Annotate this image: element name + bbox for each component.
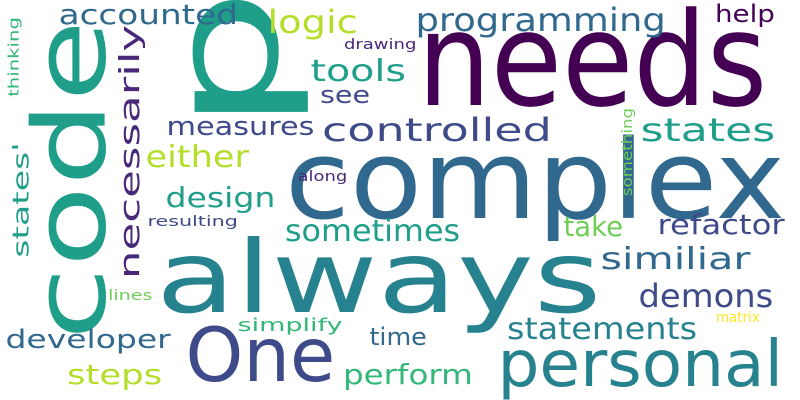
- word-lines: lines: [107, 288, 152, 304]
- word-necessarily: necessarily: [112, 24, 146, 280]
- word-take: take: [562, 210, 623, 243]
- word-controlled: controlled: [322, 111, 552, 149]
- word-sometimes: sometimes: [284, 214, 460, 249]
- word-needs: needs: [416, 0, 767, 136]
- word-design: design: [165, 181, 275, 214]
- word-developer: developer: [5, 325, 171, 355]
- word-matrix: matrix: [715, 310, 760, 326]
- word-logic: logic: [266, 3, 358, 41]
- word-similiar: similiar: [600, 242, 750, 277]
- word-always: always: [155, 219, 601, 336]
- word-perform: perform: [343, 358, 473, 391]
- word-either: either: [145, 140, 249, 175]
- word-along: along: [297, 169, 347, 185]
- word-demons: demons: [638, 277, 774, 315]
- word-time: time: [369, 323, 427, 351]
- word-tools: tools: [310, 54, 406, 89]
- word-thinking: thinking: [5, 17, 22, 97]
- word-simplify: simplify: [237, 315, 343, 336]
- word-accounted: accounted: [58, 0, 238, 31]
- word-one: One: [185, 310, 335, 399]
- word-programming: programming: [414, 1, 666, 39]
- word-help: help: [715, 0, 775, 28]
- word-states-quote: states': [9, 142, 35, 258]
- word-code: code: [11, 19, 129, 341]
- word-drawing: drawing: [343, 37, 417, 53]
- word-resulting: resulting: [146, 214, 238, 230]
- word-steps: steps: [66, 358, 162, 391]
- word-something: something: [620, 107, 637, 197]
- word-complex: complex: [284, 116, 786, 244]
- word-states-right: states: [640, 111, 776, 149]
- word-refactor: refactor: [657, 208, 785, 241]
- word-statements: statements: [506, 312, 698, 347]
- word-see: see: [320, 81, 371, 109]
- word-personal: personal: [497, 328, 783, 400]
- word-measures: measures: [166, 112, 314, 142]
